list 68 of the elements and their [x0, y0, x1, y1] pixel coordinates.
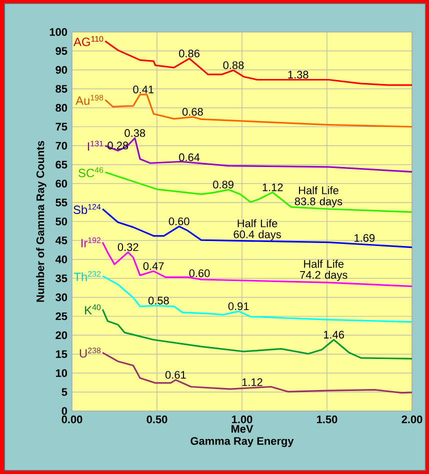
line-series [102, 352, 413, 394]
y-tick-label: 10 [56, 369, 68, 377]
annotation: 0.86 [179, 50, 200, 58]
y-tick-label: 65 [56, 160, 68, 169]
annotation: 0.64 [179, 153, 200, 162]
line-series [104, 171, 413, 213]
annotation: 1.12 [242, 378, 262, 386]
y-tick-label: 90 [56, 66, 68, 74]
y-tick-label: 75 [56, 122, 68, 131]
series-label: K$^{40}$ [85, 304, 101, 314]
x-tick-label: 2.00 [402, 416, 422, 424]
y-tick-label: 60 [56, 180, 68, 188]
annotation: 1.38 [288, 70, 308, 79]
y-tick-label: 30 [56, 293, 68, 302]
annotation: Half Life 83.8 days [294, 186, 342, 208]
annotation: 0.91 [228, 302, 249, 310]
y-tick-label: 35 [56, 274, 68, 282]
series-label: SC$^{46}$ [78, 167, 104, 178]
annotation: 0.61 [165, 370, 186, 379]
y-tick-label: 55 [56, 198, 68, 206]
annotation: 0.38 [124, 129, 146, 137]
annotation: 1.12 [262, 183, 283, 192]
annotation: 1.46 [324, 330, 344, 339]
line-series [104, 40, 413, 86]
annotation: 0.41 [133, 86, 154, 94]
series-label: U$^{238}$ [80, 348, 101, 358]
series-label: AG$^{110}$ [73, 36, 104, 46]
y-tick-label: 45 [55, 236, 68, 244]
line-series [102, 308, 413, 360]
y-tick-label: 100 [50, 28, 68, 36]
x-axis-title: Gamma Ray Energy [190, 437, 294, 448]
y-tick-label: 95 [56, 47, 68, 55]
annotation: 0.28 [108, 142, 128, 150]
annotation: 1.69 [354, 234, 375, 242]
series-label: Th$^{232}$ [74, 271, 101, 282]
y-tick-label: 70 [56, 142, 68, 150]
annotation: 0.68 [182, 108, 203, 116]
y-tick-label: 50 [56, 218, 68, 226]
series-label: I$^{131}$ [88, 140, 104, 151]
x-tick-label: 1.00 [232, 416, 252, 424]
line-series [104, 94, 413, 128]
y-tick-label: 20 [56, 331, 68, 340]
annotation: Half Life 60.4 days [234, 219, 281, 240]
annotation: 0.89 [213, 180, 234, 188]
y-tick-label: 80 [56, 104, 68, 112]
annotation: 0.60 [189, 269, 210, 278]
y-tick-label: 25 [56, 312, 68, 320]
y-tick-label: 40 [55, 256, 68, 264]
annotation: 0.88 [223, 61, 244, 70]
annotation: 0.58 [148, 296, 169, 304]
annotation: 0.32 [118, 243, 138, 252]
text: MeV [231, 425, 254, 433]
annotation: 0.47 [143, 262, 164, 270]
x-tick-label: 0.00 [62, 416, 82, 424]
y-tick-label: 15 [56, 350, 68, 358]
y-tick-label: 5 [62, 388, 68, 396]
line-series [104, 137, 413, 173]
annotation: 0.60 [168, 217, 190, 226]
series-label: Ir$^{192}$ [81, 237, 101, 248]
x-tick-label: 1.50 [317, 416, 338, 424]
y-tick-label: 85 [56, 84, 68, 93]
series-label: Sb$^{124}$ [74, 204, 101, 214]
series-label: Au$^{198}$ [76, 94, 104, 105]
line-series [102, 242, 413, 288]
y-tick-label: 0 [62, 407, 68, 415]
y-axis-title: Number of Gamma Ray Counts [36, 140, 46, 302]
annotation: Half Life 74.2 days [300, 260, 348, 281]
x-tick-label: 0.50 [146, 416, 168, 424]
